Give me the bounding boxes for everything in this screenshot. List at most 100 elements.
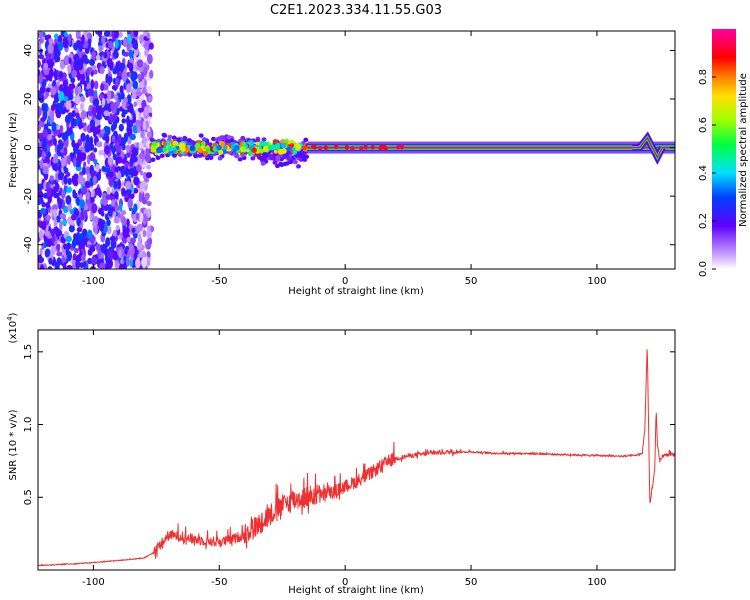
noise-cell bbox=[49, 209, 54, 215]
noise-cell bbox=[48, 38, 54, 45]
noise-cell bbox=[144, 153, 152, 163]
x-tick-label: 50 bbox=[465, 577, 478, 588]
noise-cell bbox=[106, 219, 111, 227]
y-tick-label: 1.5 bbox=[23, 344, 34, 360]
noise-cell bbox=[62, 219, 67, 226]
noise-cell bbox=[94, 118, 101, 126]
noise-cell bbox=[56, 80, 61, 87]
signal-speckle bbox=[212, 142, 217, 147]
noise-cell bbox=[131, 155, 138, 163]
noise-cell bbox=[59, 220, 63, 231]
noise-cell bbox=[135, 164, 142, 173]
noise-cell bbox=[145, 193, 150, 201]
signal-speckle bbox=[284, 138, 290, 144]
noise-cell bbox=[83, 161, 87, 168]
noise-cell bbox=[76, 151, 82, 160]
noise-cell bbox=[65, 186, 73, 193]
noise-cell bbox=[90, 79, 95, 90]
noise-cell bbox=[118, 263, 124, 269]
noise-cell bbox=[95, 163, 100, 173]
noise-cell bbox=[91, 203, 98, 214]
noise-cell bbox=[113, 216, 120, 224]
noise-cell bbox=[106, 186, 111, 196]
snr-panel: -100 -50 0 50 100 0.5 1.0 1.5 Height of straig… bbox=[6, 312, 676, 596]
carrier-knot bbox=[344, 145, 350, 150]
noise-cell bbox=[125, 180, 132, 190]
snr-x-label: Height of straight line (km) bbox=[288, 585, 424, 596]
noise-cell bbox=[118, 70, 123, 77]
noise-cell bbox=[148, 42, 154, 50]
signal-halo-cell bbox=[210, 136, 216, 142]
signal-speckle bbox=[175, 146, 180, 150]
noise-cell bbox=[74, 94, 81, 105]
noise-cell bbox=[141, 256, 148, 268]
snr-y-label: SNR (10 * v/v) bbox=[8, 409, 19, 480]
spectrogram-x-axis: -100 -50 0 50 100 bbox=[82, 31, 606, 287]
noise-cell bbox=[99, 262, 106, 269]
noise-cell bbox=[66, 155, 71, 165]
noise-cell bbox=[47, 239, 52, 248]
noise-cell bbox=[121, 142, 126, 151]
noise-cell bbox=[95, 54, 101, 61]
noise-cell bbox=[64, 95, 69, 102]
y-tick-label: -40 bbox=[23, 237, 34, 253]
noise-cell bbox=[53, 53, 58, 63]
noise-cell bbox=[111, 31, 115, 39]
noise-cell bbox=[44, 230, 51, 237]
noise-cell bbox=[38, 53, 45, 60]
signal-speckle bbox=[202, 150, 209, 157]
noise-cell bbox=[137, 233, 142, 243]
signal-halo-cell bbox=[201, 137, 207, 142]
noise-cell bbox=[51, 121, 57, 132]
snr-scale-label: (x104) bbox=[6, 312, 19, 343]
noise-cell bbox=[112, 229, 117, 237]
noise-cell bbox=[100, 83, 105, 92]
noise-cell bbox=[52, 208, 58, 219]
noise-cell bbox=[59, 213, 67, 220]
signal-halo-cell bbox=[282, 161, 288, 167]
signal-speckle bbox=[255, 141, 260, 146]
noise-cell bbox=[77, 85, 82, 95]
noise-cell bbox=[89, 94, 94, 104]
noise-cell bbox=[108, 171, 114, 178]
noise-cell bbox=[71, 259, 77, 266]
noise-cell bbox=[141, 88, 147, 95]
noise-cell bbox=[68, 57, 72, 65]
colorbar-tick-label: 0.2 bbox=[698, 213, 709, 229]
noise-cell bbox=[130, 237, 137, 244]
noise-cell bbox=[128, 102, 134, 114]
noise-cell bbox=[45, 87, 51, 93]
noise-cell bbox=[101, 243, 106, 254]
noise-cell bbox=[38, 147, 42, 155]
noise-cell bbox=[79, 261, 84, 269]
noise-cell bbox=[66, 264, 73, 269]
noise-cell bbox=[38, 106, 42, 117]
noise-cell bbox=[131, 88, 136, 94]
noise-cell bbox=[56, 183, 60, 190]
noise-cell bbox=[146, 200, 152, 207]
noise-cell bbox=[91, 188, 95, 198]
noise-cell bbox=[67, 64, 72, 74]
signal-speckle bbox=[156, 146, 163, 154]
noise-cell bbox=[105, 194, 112, 201]
signal-halo-cell bbox=[296, 164, 302, 169]
x-tick-label: 100 bbox=[587, 577, 606, 588]
noise-cell bbox=[42, 166, 49, 175]
noise-cell bbox=[90, 246, 96, 253]
noise-cell bbox=[129, 133, 136, 141]
signal-halo-cell bbox=[257, 155, 263, 160]
signal-halo-cell bbox=[150, 157, 156, 162]
noise-cell bbox=[139, 34, 145, 43]
noise-cell bbox=[139, 170, 144, 176]
noise-cell bbox=[78, 42, 83, 52]
noise-cell bbox=[72, 189, 77, 197]
noise-cell bbox=[107, 258, 113, 269]
noise-cell bbox=[130, 72, 136, 82]
carrier-knot bbox=[363, 144, 369, 150]
signal-halo-cell bbox=[149, 137, 155, 143]
noise-cell bbox=[136, 73, 141, 80]
noise-cell bbox=[73, 42, 78, 51]
noise-cell bbox=[78, 233, 85, 241]
signal-speckle bbox=[301, 145, 307, 151]
